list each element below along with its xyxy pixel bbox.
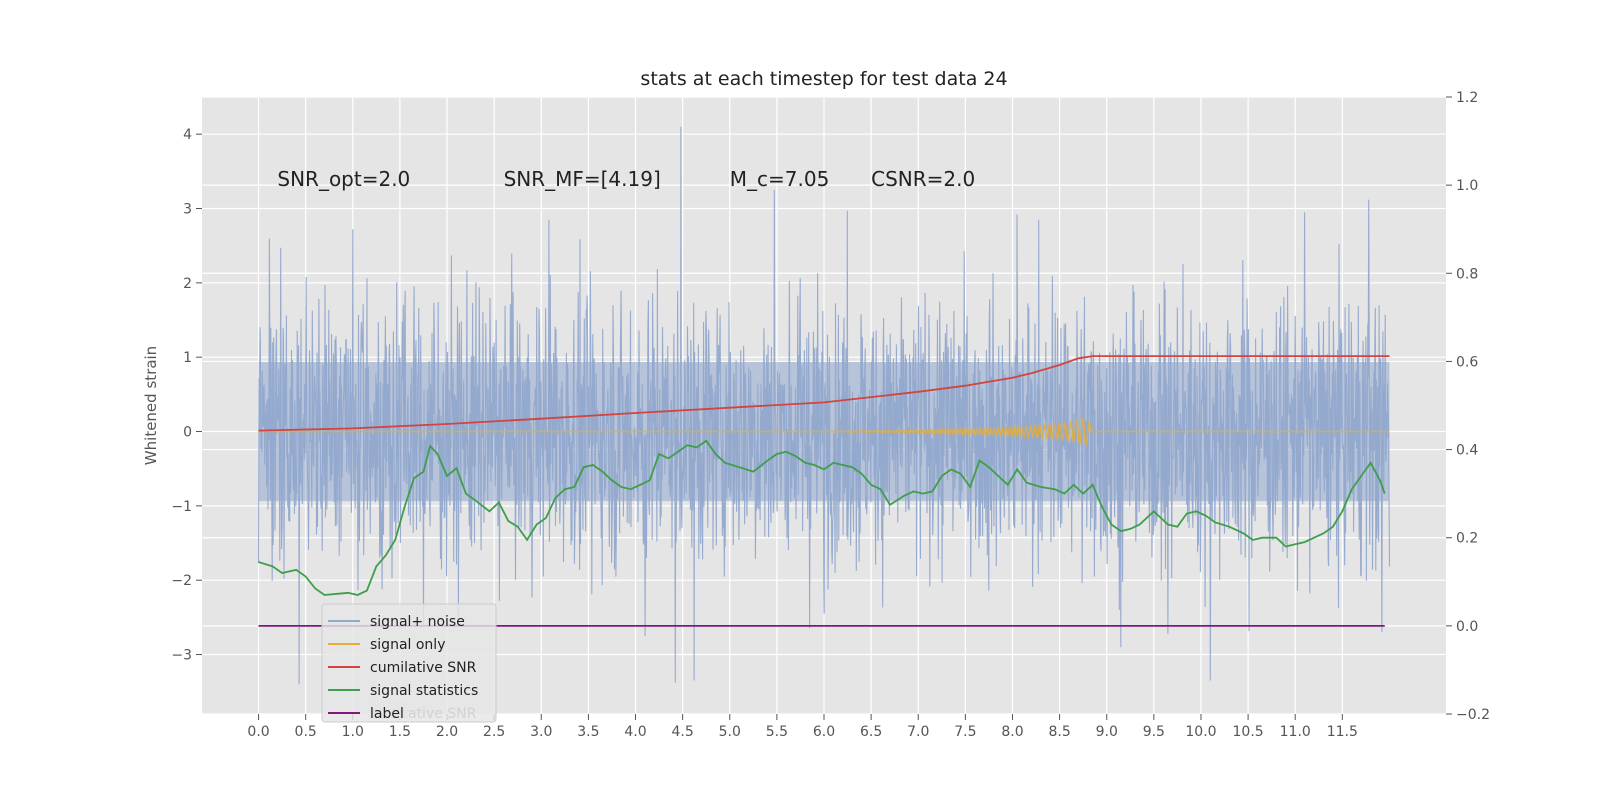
x-tick-label: 5.0: [719, 724, 741, 740]
y-tick-label: 2: [183, 276, 192, 292]
y2-tick-label: 1.2: [1456, 90, 1478, 106]
x-tick-label: 8.0: [1001, 724, 1023, 740]
x-tick-label: 5.5: [766, 724, 788, 740]
x-tick-label: 2.0: [436, 724, 458, 740]
legend-label-bg: [368, 701, 408, 719]
y2-tick-label: 1.0: [1456, 178, 1478, 194]
y2-tick-label: 0.2: [1456, 531, 1478, 547]
x-tick-label: 3.5: [577, 724, 599, 740]
legend-entry: cumilative SNR: [370, 660, 477, 676]
cumulative-snr-line: [258, 355, 1390, 432]
chart-title: stats at each timestep for test data 24: [640, 68, 1007, 90]
x-tick-label: 10.5: [1233, 724, 1264, 740]
y-tick-label: 4: [183, 127, 192, 143]
x-tick-label: 4.0: [624, 724, 646, 740]
x-tick-label: 1.5: [389, 724, 411, 740]
legend-entry: label: [370, 706, 404, 722]
x-tick-label: 10.0: [1185, 724, 1216, 740]
x-axis: 0.0 0.5 1.0 1.5 2.0 2.5 3.0 3.5 4.0 4.5 5.0 5.5 6.0 6…: [247, 714, 1358, 740]
legend-entry: signal statistics: [370, 683, 478, 699]
x-tick-label: 4.5: [672, 724, 694, 740]
left-y-axis: 4 3 2 1 0 −1 −2 −3: [171, 127, 202, 664]
series-signal-statistics: [258, 439, 1386, 596]
x-tick-label: 8.5: [1048, 724, 1070, 740]
right-y-axis: 1.2 1.0 0.8 0.6 0.4 0.2 0.0 −0.2: [1446, 90, 1490, 723]
y-tick-label: 1: [183, 350, 192, 366]
x-tick-label: 6.0: [813, 724, 835, 740]
x-tick-label: 7.5: [954, 724, 976, 740]
y-tick-label: 0: [183, 425, 192, 441]
y2-tick-label: 0.0: [1456, 619, 1478, 635]
annotation-csnr: CSNR=2.0: [871, 167, 975, 191]
annotation-mc: M_c=7.05: [730, 167, 830, 191]
annotation-snr-opt: SNR_opt=2.0: [277, 167, 410, 191]
annotations: SNR_opt=2.0 SNR_MF=[4.19] M_c=7.05 CSNR=2.0: [277, 167, 975, 191]
x-tick-label: 9.5: [1143, 724, 1165, 740]
x-tick-label: 11.0: [1280, 724, 1311, 740]
series-signal-only: [258, 417, 1390, 449]
y2-tick-label: 0.8: [1456, 266, 1478, 282]
signal-statistics-line: [258, 439, 1386, 596]
legend-box: [321, 603, 497, 723]
x-tick-label: 0.5: [295, 724, 317, 740]
y2-tick-label: 0.6: [1456, 354, 1478, 370]
x-tick-label: 9.0: [1096, 724, 1118, 740]
signal-trace: [258, 417, 1390, 449]
y-tick-label: 3: [183, 202, 192, 218]
x-tick-label: 1.0: [342, 724, 364, 740]
x-tick-label: 3.0: [530, 724, 552, 740]
x-tick-label: 7.0: [907, 724, 929, 740]
legend-entry: signal only: [370, 637, 445, 653]
y-tick-label: −2: [171, 573, 192, 589]
y-tick-label: −1: [171, 499, 192, 515]
legend-entry: signal+ noise: [370, 614, 465, 630]
y2-tick-label: 0.4: [1456, 443, 1478, 459]
y2-tick-label: −0.2: [1456, 707, 1490, 723]
x-tick-label: 6.5: [860, 724, 882, 740]
y-axis-label: Whitened strain: [142, 346, 160, 465]
annotation-snr-mf: SNR_MF=[4.19]: [504, 167, 661, 191]
x-tick-label: 11.5: [1327, 724, 1358, 740]
x-tick-label: 2.5: [483, 724, 505, 740]
series-cumulative-snr: [258, 355, 1390, 432]
y-tick-label: −3: [171, 648, 192, 664]
x-tick-label: 0.0: [247, 724, 269, 740]
